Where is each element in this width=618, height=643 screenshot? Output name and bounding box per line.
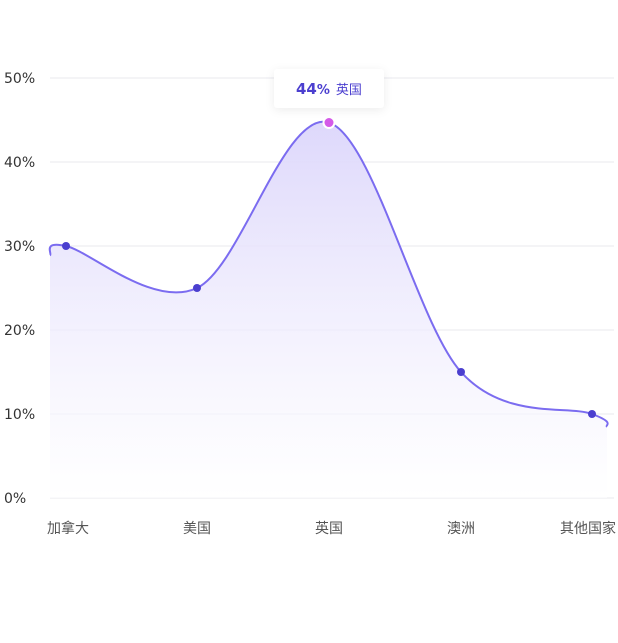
highlight-data-point [322, 116, 336, 130]
y-tick-label: 40% [4, 155, 35, 171]
data-point [193, 284, 201, 292]
x-tick-label: 英国 [315, 520, 343, 537]
data-point [457, 368, 465, 376]
y-tick-label: 10% [4, 407, 35, 423]
tooltip: 44% 英国 [274, 68, 384, 108]
data-point [62, 242, 70, 250]
tooltip-unit: % [316, 82, 330, 98]
x-axis-ticks: 加拿大 美国 英国 澳洲 其他国家 [47, 520, 616, 537]
x-tick-label: 加拿大 [47, 520, 89, 537]
data-points [62, 116, 596, 418]
x-tick-label: 美国 [183, 521, 211, 537]
area-fill [49, 121, 608, 498]
tooltip-value: 44 [296, 79, 317, 98]
tooltip-category: 英国 [335, 82, 362, 98]
y-tick-label: 20% [4, 323, 35, 339]
y-tick-label: 0% [4, 491, 26, 507]
x-tick-label: 其他国家 [560, 520, 616, 537]
y-tick-label: 50% [4, 71, 35, 87]
y-tick-label: 30% [4, 239, 35, 255]
x-tick-label: 澳洲 [447, 521, 475, 537]
y-axis-ticks: 0% 10% 20% 30% 40% 50% [4, 71, 35, 507]
data-point [588, 410, 596, 418]
